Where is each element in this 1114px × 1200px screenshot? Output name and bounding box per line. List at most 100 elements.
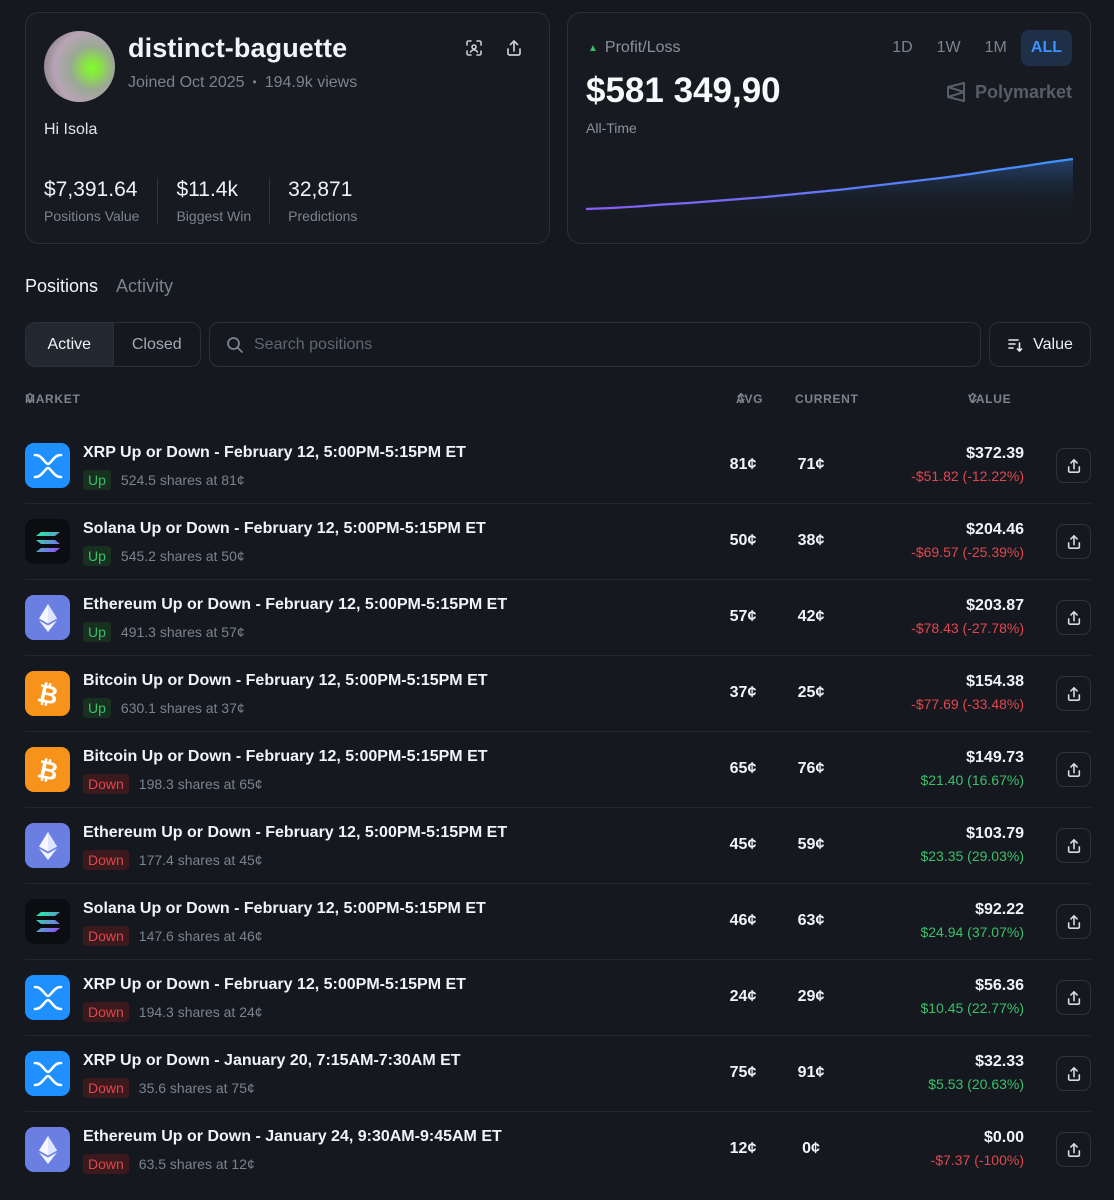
avg-price: 45¢ — [729, 836, 757, 853]
position-meta: Down 63.5 shares at 12¢ — [83, 1154, 255, 1174]
share-button[interactable] — [1056, 448, 1091, 483]
pnl-line — [586, 157, 1073, 211]
value-change: -$7.37 (-100%) — [930, 1152, 1024, 1168]
market-title[interactable]: Ethereum Up or Down - February 12, 5:00P… — [83, 596, 508, 613]
brand: Polymarket — [945, 81, 1072, 103]
market-title[interactable]: Ethereum Up or Down - January 24, 9:30AM… — [83, 1128, 502, 1145]
avg-price: 37¢ — [729, 684, 757, 701]
current-price: 63¢ — [797, 912, 825, 929]
filter-active-button[interactable]: Active — [26, 323, 114, 366]
xrp-coin-icon — [25, 443, 70, 488]
current-price: 91¢ — [797, 1064, 825, 1081]
value-amount: $154.38 — [966, 673, 1024, 690]
position-meta: Up 524.5 shares at 81¢ — [83, 470, 245, 490]
side-badge: Down — [83, 1002, 129, 1022]
value-amount: $0.00 — [983, 1129, 1024, 1146]
current-price: 29¢ — [797, 988, 825, 1005]
market-title[interactable]: XRP Up or Down - January 20, 7:15AM-7:30… — [83, 1052, 461, 1069]
value-amount: $149.73 — [966, 749, 1024, 766]
share-icon — [1067, 458, 1080, 473]
share-button[interactable] — [1056, 980, 1091, 1015]
share-icon — [1067, 1142, 1080, 1157]
position-meta: Up 491.3 shares at 57¢ — [83, 622, 245, 642]
market-title[interactable]: XRP Up or Down - February 12, 5:00PM-5:1… — [83, 976, 466, 993]
share-button[interactable] — [1056, 752, 1091, 787]
position-meta: Down 177.4 shares at 45¢ — [83, 850, 263, 870]
stat-label: Positions Value — [44, 208, 140, 224]
market-title[interactable]: Solana Up or Down - February 12, 5:00PM-… — [83, 900, 486, 917]
xrp-coin-icon — [25, 1051, 70, 1096]
eth-coin-icon — [25, 823, 70, 868]
tab-activity[interactable]: Activity — [116, 276, 174, 296]
scan-icon[interactable] — [463, 37, 485, 59]
shares-text: 524.5 shares at 81¢ — [120, 472, 245, 488]
xrp-coin-icon — [25, 975, 70, 1020]
table-row[interactable]: ₿ Bitcoin Up or Down - February 12, 5:00… — [25, 656, 1091, 732]
header-value[interactable]: VALUE — [968, 392, 1011, 406]
header-market[interactable]: MARKET — [25, 392, 80, 406]
market-title[interactable]: Ethereum Up or Down - February 12, 5:00P… — [83, 824, 508, 841]
range-tab-1w[interactable]: 1W — [936, 39, 961, 56]
position-value: $372.39 -$51.82 (-12.22%) — [911, 445, 1024, 484]
btc-coin-icon: ₿ — [25, 671, 70, 716]
share-icon — [1067, 1066, 1080, 1081]
filter-closed-button[interactable]: Closed — [131, 335, 182, 353]
table-row[interactable]: Ethereum Up or Down - January 24, 9:30AM… — [25, 1112, 1091, 1188]
market-title[interactable]: Bitcoin Up or Down - February 12, 5:00PM… — [83, 672, 488, 689]
avatar[interactable] — [44, 31, 115, 102]
table-row[interactable]: XRP Up or Down - January 20, 7:15AM-7:30… — [25, 1036, 1091, 1112]
position-meta: Up 630.1 shares at 37¢ — [83, 698, 245, 718]
share-button[interactable] — [1056, 600, 1091, 635]
sort-label: Value — [1033, 335, 1073, 353]
current-price: 0¢ — [802, 1140, 820, 1157]
table-row[interactable]: Solana Up or Down - February 12, 5:00PM-… — [25, 504, 1091, 580]
profile-card: distinct-baguette Joined Oct 2025 • 194.9k… — [25, 12, 550, 244]
shares-text: 177.4 shares at 45¢ — [138, 852, 263, 868]
market-title[interactable]: Solana Up or Down - February 12, 5:00PM-… — [83, 520, 486, 537]
value-amount: $92.22 — [975, 901, 1024, 918]
side-badge: Down — [83, 1154, 129, 1174]
table-row[interactable]: XRP Up or Down - February 12, 5:00PM-5:1… — [25, 428, 1091, 504]
shares-text: 491.3 shares at 57¢ — [120, 624, 245, 640]
value-change: $24.94 (37.07%) — [920, 924, 1024, 940]
positions-table: XRP Up or Down - February 12, 5:00PM-5:1… — [25, 428, 1091, 1188]
value-change: $10.45 (22.77%) — [920, 1000, 1024, 1016]
market-title[interactable]: XRP Up or Down - February 12, 5:00PM-5:1… — [83, 444, 466, 461]
table-row[interactable]: XRP Up or Down - February 12, 5:00PM-5:1… — [25, 960, 1091, 1036]
range-tab-1m[interactable]: 1M — [984, 39, 1007, 56]
range-tab-1d[interactable]: 1D — [892, 39, 913, 56]
search-input[interactable] — [254, 335, 954, 354]
shares-text: 198.3 shares at 65¢ — [138, 776, 263, 792]
share-button[interactable] — [1056, 828, 1091, 863]
share-icon — [1067, 686, 1080, 701]
share-button[interactable] — [1056, 904, 1091, 939]
range-tab-all[interactable]: ALL — [1020, 30, 1072, 66]
share-icon[interactable] — [503, 37, 525, 59]
sort-button[interactable]: Value — [989, 322, 1091, 367]
tab-positions[interactable]: Positions — [25, 276, 99, 296]
stat-value: $7,391.64 — [44, 178, 138, 201]
share-button[interactable] — [1056, 1056, 1091, 1091]
joined-date: Joined Oct 2025 — [128, 74, 245, 91]
svg-text:₿: ₿ — [36, 680, 60, 708]
position-value: $154.38 -$77.69 (-33.48%) — [911, 673, 1024, 712]
market-title[interactable]: Bitcoin Up or Down - February 12, 5:00PM… — [83, 748, 488, 765]
btc-coin-icon: ₿ — [25, 747, 70, 792]
header-avg[interactable]: AVG — [736, 392, 763, 406]
stat-label: Predictions — [288, 208, 358, 224]
pnl-area — [586, 159, 1073, 217]
value-change: $23.35 (29.03%) — [920, 848, 1024, 864]
share-button[interactable] — [1056, 524, 1091, 559]
table-row[interactable]: Ethereum Up or Down - February 12, 5:00P… — [25, 580, 1091, 656]
share-button[interactable] — [1056, 1132, 1091, 1167]
search-icon — [227, 336, 243, 353]
pnl-label-text: Profit/Loss — [604, 39, 681, 56]
table-row[interactable]: ₿ Bitcoin Up or Down - February 12, 5:00… — [25, 732, 1091, 808]
table-header: MARKET AVG CURRENT VALUE — [25, 392, 1091, 412]
value-change: $5.53 (20.63%) — [928, 1076, 1024, 1092]
pnl-label: ▲ Profit/Loss — [588, 39, 681, 57]
table-row[interactable]: Ethereum Up or Down - February 12, 5:00P… — [25, 808, 1091, 884]
table-row[interactable]: Solana Up or Down - February 12, 5:00PM-… — [25, 884, 1091, 960]
side-badge: Up — [83, 470, 111, 490]
share-button[interactable] — [1056, 676, 1091, 711]
